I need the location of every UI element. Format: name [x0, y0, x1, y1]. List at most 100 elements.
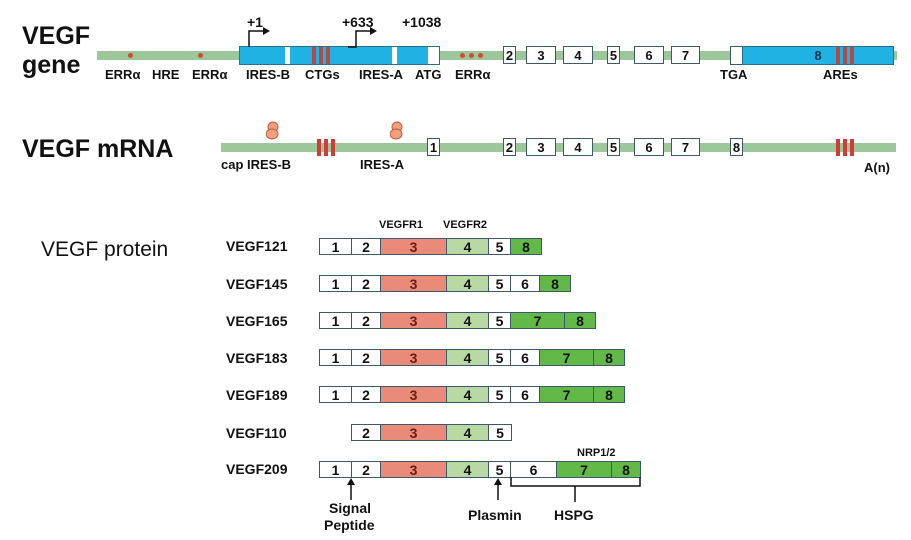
gene-exon-5: 5 — [607, 46, 620, 64]
ribosome-icon — [266, 121, 279, 140]
segment-3: 3 — [381, 462, 447, 478]
gene-line — [97, 51, 897, 60]
segment-1: 1 — [320, 462, 352, 478]
segment-2: 2 — [352, 425, 381, 441]
label-hre: HRE — [152, 67, 180, 82]
segment-8: 8 — [540, 276, 570, 292]
isoform-bar-vegf145: 1 2 3 4 5 6 8 — [319, 275, 571, 292]
errα-site-3a — [460, 53, 465, 58]
segment-3: 3 — [381, 387, 447, 403]
label-ctgs: CTGs — [305, 67, 340, 82]
mrna-ctg-bar-1 — [317, 139, 321, 156]
ribosome-icon — [390, 121, 403, 140]
segment-7: 7 — [557, 462, 612, 478]
pos-plus-1038: +1038 — [402, 14, 442, 30]
label-vegfr2: VEGFR2 — [443, 219, 488, 231]
segment-2: 2 — [352, 387, 381, 403]
label-peptide: Peptide — [324, 517, 375, 533]
mrna-exon-6: 6 — [634, 138, 664, 156]
errα-site-3b — [469, 53, 474, 58]
segment-4: 4 — [447, 350, 489, 366]
segment-5: 5 — [489, 276, 511, 292]
segment-1: 1 — [320, 239, 352, 255]
label-ires-b: IRES-B — [246, 67, 291, 82]
isoform-bar-vegf189: 1 2 3 4 5 6 7 8 — [319, 386, 625, 403]
mrna-line — [221, 143, 896, 152]
label-mrna-ires-a: IRES-A — [360, 157, 405, 172]
mrna-exon-7: 7 — [671, 138, 700, 156]
segment-1: 1 — [320, 313, 352, 329]
mrna-exon-8: 8 — [730, 138, 743, 156]
ires-b-gap — [285, 47, 290, 64]
errα-site-2 — [198, 53, 203, 58]
isoform-bar-vegf110: 2 3 4 5 — [351, 424, 512, 441]
are-bar-2 — [843, 47, 847, 64]
label-atg: ATG — [415, 67, 442, 82]
mrna-ctg-bar-2 — [324, 139, 328, 156]
gene-title-line1: VEGF — [22, 22, 91, 50]
isoform-bar-vegf121: 1 2 3 4 5 8 — [319, 238, 542, 255]
segment-5: 5 — [489, 462, 511, 478]
gene-exon-6: 6 — [634, 46, 664, 64]
isoform-bar-vegf183: 1 2 3 4 5 6 7 8 — [319, 349, 625, 366]
atg-white — [428, 47, 439, 64]
segment-8: 8 — [594, 350, 624, 366]
segment-4: 4 — [447, 425, 489, 441]
protein-title: VEGF protein — [41, 238, 169, 261]
gene-exon-7: 7 — [671, 46, 700, 64]
mrna-title: VEGF mRNA — [22, 135, 174, 163]
segment-6: 6 — [511, 350, 540, 366]
label-errα-3: ERRα — [455, 67, 491, 82]
segment-5: 5 — [489, 350, 511, 366]
label-signal: Signal — [329, 500, 372, 516]
isoform-bar-vegf209: 1 2 3 4 5 6 7 8 — [319, 461, 641, 478]
isoform-name: VEGF183 — [226, 350, 288, 366]
are-bar-3 — [850, 47, 854, 64]
segment-2: 2 — [352, 350, 381, 366]
segment-3: 3 — [381, 350, 447, 366]
annotation-arrows-icon — [347, 477, 641, 502]
ctg-bar-2 — [319, 47, 323, 64]
isoform-name: VEGF145 — [226, 276, 288, 292]
segment-3: 3 — [381, 313, 447, 329]
label-vegfr1: VEGFR1 — [379, 219, 424, 231]
segment-6: 6 — [511, 462, 557, 478]
label-poly-a: A(n) — [864, 160, 890, 175]
segment-2: 2 — [352, 276, 381, 292]
gene-exon-3: 3 — [526, 46, 556, 64]
label-ares: AREs — [823, 67, 858, 82]
mrna-ctg-bar-3 — [331, 139, 335, 156]
segment-1: 1 — [320, 350, 352, 366]
segment-3: 3 — [381, 276, 447, 292]
label-hspg: HSPG — [554, 507, 594, 523]
mrna-exon-2: 2 — [503, 138, 516, 156]
segment-5: 5 — [489, 239, 511, 255]
segment-6: 6 — [511, 387, 540, 403]
label-errα-1: ERRα — [105, 67, 141, 82]
mrna-exon-3: 3 — [526, 138, 556, 156]
label-plasmin: Plasmin — [468, 507, 522, 523]
isoform-name: VEGF189 — [226, 387, 288, 403]
segment-4: 4 — [447, 239, 489, 255]
segment-3: 3 — [381, 425, 447, 441]
tss-arrows-icon — [248, 27, 377, 48]
isoform-name: VEGF165 — [226, 313, 288, 329]
segment-4: 4 — [447, 313, 489, 329]
isoform-name: VEGF110 — [226, 425, 287, 441]
isoform-bar-vegf165: 1 2 3 4 5 7 8 — [319, 312, 596, 329]
pos-plus-1: +1 — [247, 14, 263, 30]
segment-4: 4 — [447, 462, 489, 478]
label-tga: TGA — [720, 67, 748, 82]
ctg-bar-1 — [312, 47, 316, 64]
mrna-are-bar-3 — [850, 139, 854, 156]
segment-1: 1 — [320, 387, 352, 403]
errα-site-1 — [128, 53, 133, 58]
segment-1: 1 — [320, 276, 352, 292]
errα-site-3c — [478, 53, 483, 58]
segment-5: 5 — [489, 387, 511, 403]
label-nrp1-2: NRP1/2 — [577, 447, 616, 459]
isoform-name: VEGF209 — [226, 461, 288, 477]
mrna-exon-1: 1 — [427, 138, 440, 156]
mrna-are-bar-2 — [843, 139, 847, 156]
segment-2: 2 — [352, 313, 381, 329]
